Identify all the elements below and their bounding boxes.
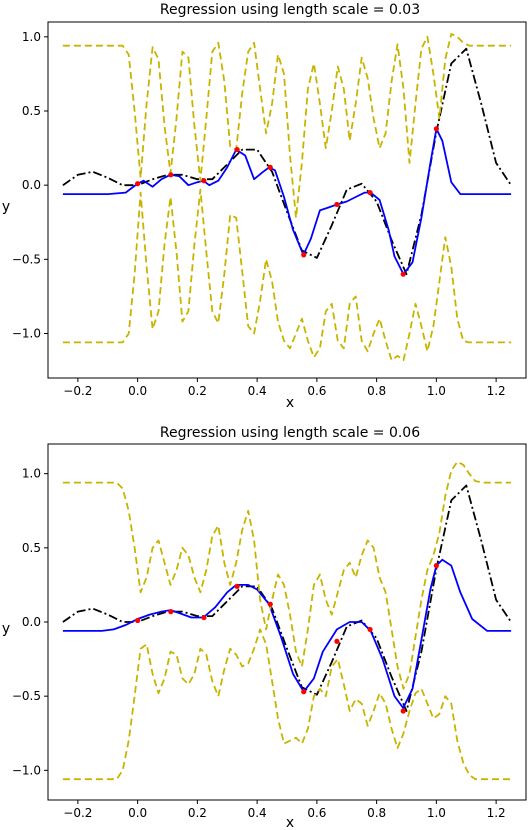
x-tick-label: 0.2 [188, 806, 207, 820]
observation-point [400, 271, 406, 277]
observation-point [234, 146, 240, 153]
x-tick-label: −0.2 [63, 384, 92, 398]
y-tick-label: 0.5 [22, 104, 41, 118]
predicted-mean-line [62, 558, 512, 709]
x-axis-label: x [286, 815, 294, 830]
confidence-bound-line [62, 188, 512, 362]
observation-point [135, 181, 141, 187]
observation-point [334, 201, 340, 208]
panel-bottom: Regression using length scale = 0.06 x y… [2, 425, 527, 830]
plot-area [62, 460, 512, 781]
x-tick-label: 0.4 [248, 384, 267, 398]
observation-point [267, 601, 273, 607]
x-tick-label: 1.2 [487, 384, 506, 398]
y-axis-label: y [2, 621, 10, 637]
observation-point [367, 626, 373, 633]
y-tick-label: 1.0 [22, 30, 41, 44]
y-tick-label: −0.5 [12, 689, 41, 703]
observation-point [267, 164, 273, 170]
y-tick-label: −0.5 [12, 252, 41, 266]
observation-point [433, 563, 439, 569]
observation-point [135, 617, 141, 624]
observation-point [433, 126, 439, 132]
x-tick-label: 1.2 [487, 806, 506, 820]
true-function-line [62, 47, 512, 276]
y-tick-label: −1.0 [12, 763, 41, 777]
observation-point [168, 172, 174, 178]
x-tick-label: 0.8 [367, 806, 386, 820]
y-tick-label: −1.0 [12, 327, 41, 341]
observation-point [367, 189, 373, 196]
confidence-bound-line [62, 628, 512, 781]
x-axis-label: x [286, 395, 294, 411]
y-axis-label: y [2, 199, 10, 215]
x-tick-label: 0.0 [128, 384, 147, 398]
y-tick-label: 0.0 [22, 178, 41, 192]
x-tick-label: 0.6 [307, 806, 326, 820]
x-tick-label: 0.0 [128, 806, 147, 820]
observation-point [301, 689, 307, 695]
chart-title: Regression using length scale = 0.06 [160, 425, 420, 441]
x-tick-label: 0.8 [367, 384, 386, 398]
panel-top: Regression using length scale = 0.03 x y… [2, 2, 527, 411]
x-tick-label: 0.4 [248, 806, 267, 820]
observation-point [334, 638, 340, 644]
x-tick-label: −0.2 [63, 806, 92, 820]
observation-point [301, 252, 307, 258]
predicted-mean-line [62, 127, 512, 276]
plot-area [62, 33, 512, 362]
axes-frame [47, 21, 527, 379]
x-tick-label: 1.0 [427, 806, 446, 820]
observation-point [201, 178, 207, 184]
x-tick-label: 0.6 [307, 384, 326, 398]
confidence-bound-line [62, 33, 512, 219]
observation-point [168, 609, 174, 615]
y-tick-label: 0.5 [22, 541, 41, 555]
chart-title: Regression using length scale = 0.03 [160, 2, 420, 18]
observation-point [400, 708, 406, 714]
confidence-bound-line [62, 460, 512, 690]
x-tick-label: 1.0 [427, 384, 446, 398]
y-tick-label: 0.0 [22, 615, 41, 629]
observation-point [201, 614, 207, 621]
y-tick-label: 1.0 [22, 467, 41, 481]
observation-point [234, 583, 240, 590]
x-tick-label: 0.2 [188, 384, 207, 398]
